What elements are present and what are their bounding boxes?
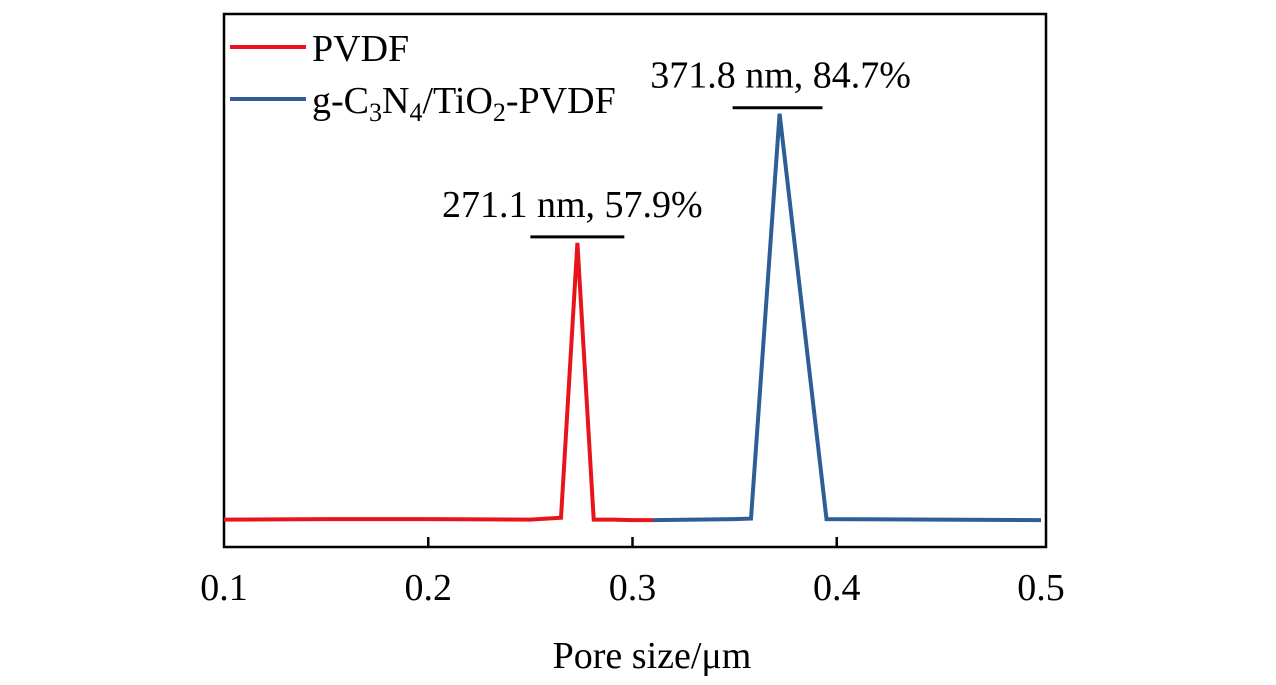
x-tick-label: 0.1 (200, 567, 248, 609)
series-line-g-c3n4-tio2-pvdf (652, 113, 1042, 523)
plot-frame (222, 12, 1048, 549)
x-axis-label: Pore size/μm (553, 635, 752, 677)
annotations-layer: 271.1 nm, 57.9% 371.8 nm, 84.7% (442, 55, 911, 239)
series-line-pvdf (223, 242, 653, 523)
peak-annotation-label: 271.1 nm, 57.9% (442, 184, 703, 226)
x-axis-ticks: 0.1 0.2 0.3 0.4 0.5 (200, 537, 1065, 609)
x-tick-label: 0.5 (1017, 567, 1065, 609)
x-tick-label: 0.4 (813, 567, 861, 609)
legend-label: PVDF (312, 28, 409, 70)
legend-label: g-C3N4/TiO2-PVDF (312, 80, 616, 127)
legend: PVDF g-C3N4/TiO2-PVDF (230, 28, 616, 127)
peak-annotation-label: 371.8 nm, 84.7% (650, 55, 911, 97)
x-tick-label: 0.3 (609, 567, 657, 609)
x-tick-label: 0.2 (405, 567, 453, 609)
series-layer (223, 113, 1042, 523)
